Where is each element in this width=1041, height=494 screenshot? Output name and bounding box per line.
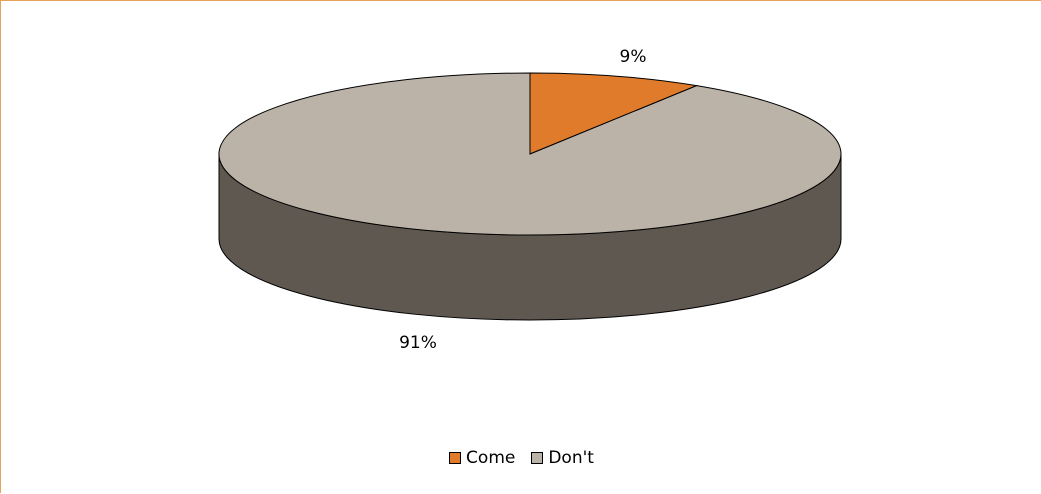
pie-top <box>218 72 842 236</box>
legend-swatch-come <box>449 452 462 464</box>
data-label-dont: 91% <box>399 333 437 353</box>
pie-slice-dont <box>218 72 842 236</box>
pie-slice-come <box>529 72 699 155</box>
legend-label-come: Come <box>466 448 516 468</box>
data-label-come: 9% <box>620 47 647 67</box>
legend-item-dont: Don't <box>531 448 594 468</box>
legend-item-come: Come <box>449 448 515 468</box>
legend-swatch-dont <box>531 452 544 464</box>
legend-label-dont: Don't <box>548 448 594 468</box>
legend: Come Don't <box>1 448 1041 468</box>
